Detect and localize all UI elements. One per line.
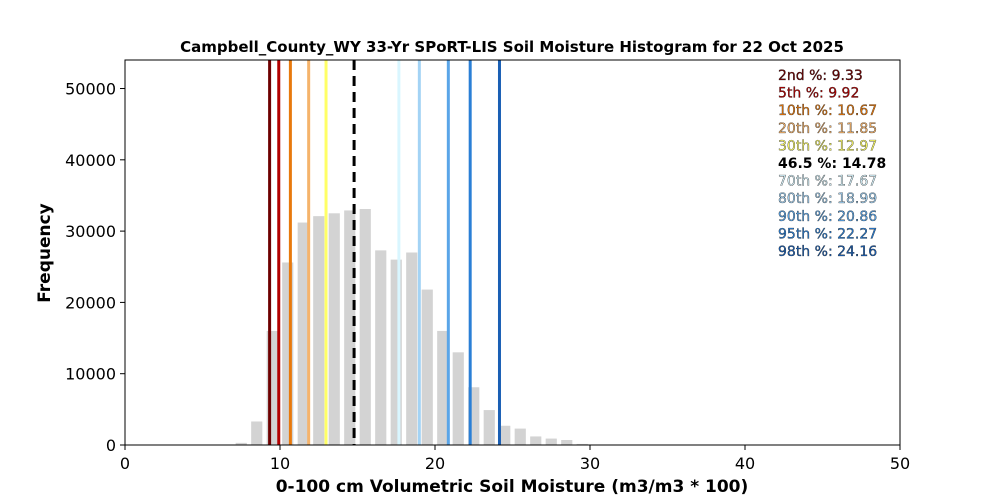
histogram-bar	[313, 216, 325, 445]
y-tick-label: 10000	[65, 365, 116, 384]
legend-value: 18.99	[837, 191, 877, 207]
histogram-bar	[530, 436, 542, 445]
x-tick-label: 20	[425, 454, 445, 473]
histogram-bar	[514, 428, 526, 445]
legend-value: 22.27	[837, 226, 877, 242]
histogram-bar	[390, 259, 402, 445]
y-tick-label: 50000	[65, 80, 116, 99]
histogram-bar	[499, 425, 511, 445]
histogram-bar	[375, 250, 387, 445]
x-tick-label: 0	[120, 454, 130, 473]
plot-frame	[124, 59, 901, 446]
legend-value: 17.67	[837, 174, 877, 190]
legend-entry: 10th %: 10.67	[778, 103, 877, 119]
histogram-bar	[468, 387, 480, 445]
legend-value: 24.16	[837, 244, 877, 260]
histogram-bar	[235, 442, 247, 445]
x-axis-ticks: 0 10 20 30 40 50	[120, 445, 910, 473]
histogram-bar	[344, 210, 356, 445]
y-axis-ticks: 0 10000 20000 30000 40000 50000	[65, 80, 125, 455]
legend-entry: 90th %: 20.86	[778, 209, 877, 225]
x-axis-label: 0-100 cm Volumetric Soil Moisture (m3/m3…	[276, 477, 749, 497]
histogram-bar	[421, 289, 433, 445]
x-tick-label: 40	[735, 454, 755, 473]
y-tick-label: 0	[106, 436, 116, 455]
legend-value: 9.92	[828, 86, 859, 102]
legend-separator: :	[828, 103, 837, 119]
percentile-lines-group	[268, 60, 501, 445]
histogram-bar	[452, 352, 464, 445]
legend-separator: :	[828, 209, 837, 225]
legend-label: 90th %	[778, 209, 828, 225]
legend-separator: :	[828, 191, 837, 207]
legend-separator: :	[828, 121, 837, 137]
legend-label: 20th %	[778, 121, 828, 137]
legend-entry: 30th %: 12.97	[778, 138, 877, 154]
histogram-bar	[359, 209, 371, 445]
legend-value: 14.78	[842, 156, 886, 172]
legend-entry: 95th %: 22.27	[778, 226, 877, 242]
legend-label: 5th %	[778, 86, 819, 102]
bars-group	[235, 209, 588, 445]
histogram-bar	[576, 443, 588, 445]
legend-value: 9.33	[832, 68, 863, 84]
histogram-bar	[406, 252, 418, 445]
legend-entry: 5th %: 9.92	[778, 86, 859, 102]
histogram-bar	[251, 421, 263, 445]
legend-label: 2nd %	[778, 68, 822, 84]
legend-entry: 80th %: 18.99	[778, 191, 877, 207]
legend-label: 95th %	[778, 226, 828, 242]
legend-value: 11.85	[837, 121, 877, 137]
legend-separator: :	[831, 156, 841, 172]
legend-separator: :	[819, 86, 828, 102]
legend-entry: 70th %: 17.67	[778, 174, 877, 190]
x-tick-label: 50	[890, 454, 910, 473]
legend-separator: :	[828, 244, 837, 260]
legend-label: 80th %	[778, 191, 828, 207]
histogram-bar	[282, 262, 294, 445]
x-tick-label: 10	[270, 454, 290, 473]
y-tick-label: 40000	[65, 151, 116, 170]
chart-title: Campbell_County_WY 33-Yr SPoRT-LIS Soil …	[180, 38, 844, 56]
histogram-bar	[437, 330, 449, 445]
y-tick-label: 30000	[65, 222, 116, 241]
y-axis-label: Frequency	[35, 203, 55, 303]
legend-value: 12.97	[837, 138, 877, 154]
y-tick-label: 20000	[65, 293, 116, 312]
legend-entry: 2nd %: 9.33	[778, 68, 863, 84]
legend-label: 30th %	[778, 138, 828, 154]
legend-entry: 20th %: 11.85	[778, 121, 877, 137]
legend-label: 70th %	[778, 174, 828, 190]
legend-separator: :	[828, 226, 837, 242]
legend-entry: 46.5 %: 14.78	[778, 156, 886, 172]
histogram-bar	[328, 213, 340, 445]
legend-label: 46.5 %	[778, 156, 831, 172]
x-tick-label: 30	[580, 454, 600, 473]
legend-separator: :	[828, 174, 837, 190]
legend-label: 10th %	[778, 103, 828, 119]
legend-value: 20.86	[837, 209, 877, 225]
histogram-bar	[483, 410, 495, 445]
legend-entry: 98th %: 24.16	[778, 244, 877, 260]
histogram-bar	[561, 440, 573, 445]
histogram-bar	[545, 438, 557, 445]
legend-separator: :	[828, 138, 837, 154]
histogram-bar	[266, 330, 278, 445]
legend-value: 10.67	[837, 103, 877, 119]
legend-separator: :	[822, 68, 831, 84]
legend-label: 98th %	[778, 244, 828, 260]
histogram-bar	[297, 222, 309, 445]
